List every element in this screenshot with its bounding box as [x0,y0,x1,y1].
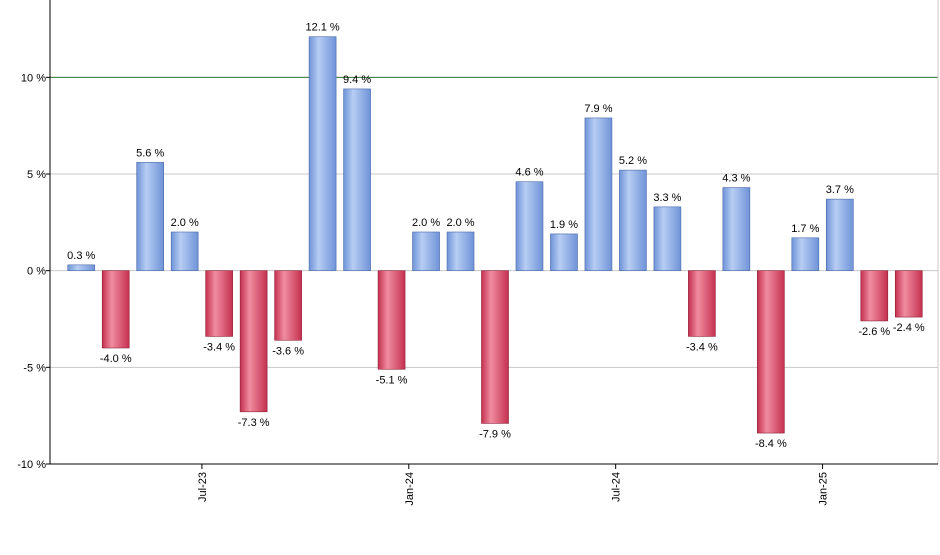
bar [170,231,199,271]
bar [722,187,751,271]
bar [791,237,820,271]
bar-data-label: 2.0 % [412,217,440,229]
bar [584,117,613,271]
bar [653,206,682,271]
bar [205,270,233,337]
y-tick-label: -10 % [17,459,46,471]
bar-data-label: 0.3 % [67,250,95,262]
bar-data-label: -3.4 % [686,341,718,353]
y-tick-label: 5 % [27,169,46,181]
bar [550,233,578,271]
bar-data-label: 9.4 % [343,74,371,86]
bar [825,198,854,271]
bar [481,270,509,424]
bar [274,270,302,341]
x-tick-label: Jan-25 [818,472,830,506]
axis-layer: 10 % 5 % 0 % -5 % -10 % Jul-23 Jan-24 Jul-24 Jan… [17,0,938,506]
bar-data-label: -2.4 % [893,322,925,334]
bar-data-label: 5.6 % [136,147,164,159]
bar-data-label: -3.4 % [203,341,235,353]
bar-data-label: -8.4 % [755,438,787,450]
bar [239,270,268,413]
bar [101,270,130,349]
bar-data-label: 2.0 % [171,217,199,229]
bar-data-label: 1.9 % [550,219,578,231]
bar-data-label: 12.1 % [305,22,339,34]
bar [308,36,337,271]
bar-data-label: 1.7 % [791,223,819,235]
bar [860,270,889,322]
bar-data-label: -2.6 % [858,326,890,338]
x-tick-label: Jan-24 [404,472,416,506]
bar-data-label: -4.0 % [100,353,132,365]
bar [757,270,785,434]
bar-data-label: 4.6 % [515,167,543,179]
bar-data-label: 7.9 % [584,103,612,115]
data-label-layer: 0.3 % -4.0 % 5.6 % 2.0 % -3.4 % -7.3 % -3.6 % 1… [67,22,925,450]
y-tick-label: 10 % [21,72,46,84]
x-tick-label: Jul-24 [611,472,623,502]
bar [894,270,923,318]
bar [515,181,544,271]
bar-data-label: 4.3 % [722,173,750,185]
bar-layer [67,36,923,434]
bar-data-label: -3.6 % [272,345,304,357]
bar [619,169,647,271]
bar [136,162,164,271]
bar-data-label: 3.7 % [826,184,854,196]
x-tick-label: Jul-23 [197,472,209,502]
bar [446,231,475,271]
bar-data-label: 2.0 % [446,217,474,229]
bar-data-label: 5.2 % [619,155,647,167]
bar-data-label: -7.3 % [238,417,270,429]
y-tick-label: 0 % [27,266,46,278]
bar [412,231,440,271]
bar-data-label: 3.3 % [653,192,681,204]
bar [67,264,96,271]
bar-data-label: -5.1 % [376,374,408,386]
bar-data-label: -7.9 % [479,428,511,440]
bar [688,270,716,337]
bar [343,88,371,271]
y-tick-label: -5 % [23,362,46,374]
bar [377,270,406,370]
